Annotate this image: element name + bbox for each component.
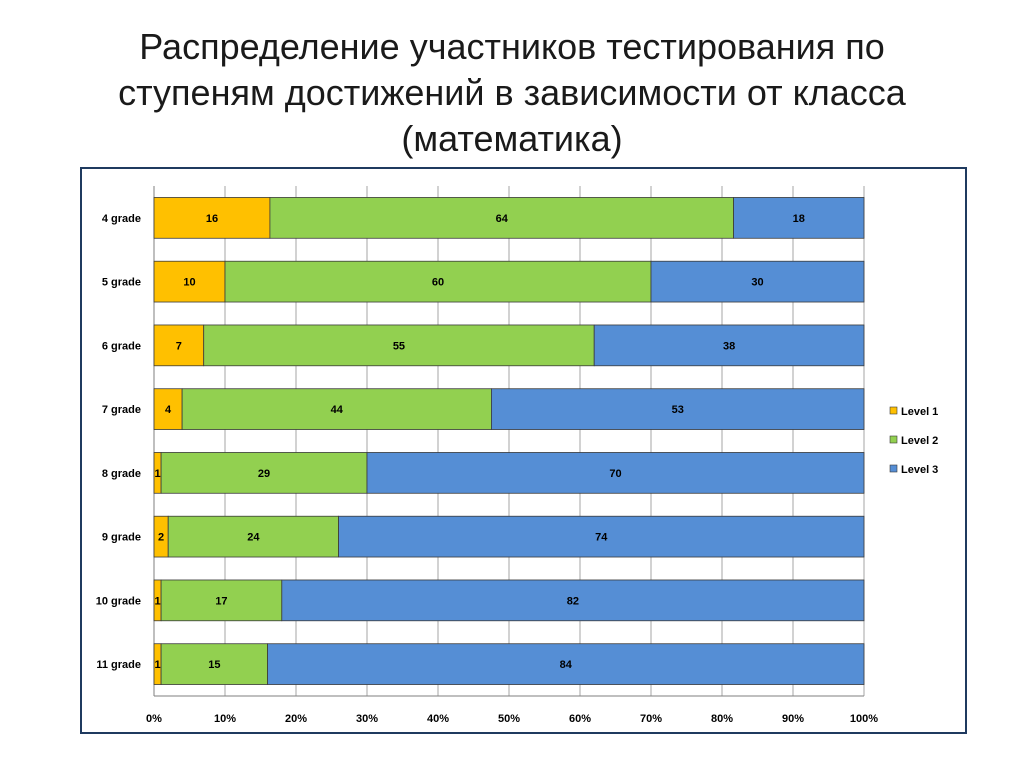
data-label: 53 <box>672 404 684 416</box>
bar-segment <box>593 324 865 367</box>
data-label: 15 <box>208 659 220 671</box>
data-label: 17 <box>215 595 227 607</box>
category-label: 5 grade <box>102 277 141 289</box>
bar-segment <box>267 643 865 685</box>
data-label: 24 <box>247 532 260 544</box>
chart-frame: 0% 10% 20% 30% 40% 50% 60% 70% 80% 90% 100% 16 64 18 4… <box>80 167 967 734</box>
legend-swatch <box>889 406 898 415</box>
x-tick-label: 100% <box>850 713 878 725</box>
bar-segment <box>160 452 368 494</box>
data-label: 18 <box>793 213 805 225</box>
bar-segment <box>181 388 492 430</box>
bar-segment <box>153 197 271 239</box>
data-label: 10 <box>183 277 195 289</box>
category-label: 7 grade <box>102 404 141 416</box>
bar-segment <box>366 452 865 494</box>
data-label: 60 <box>432 277 444 289</box>
data-label: 1 <box>154 595 160 607</box>
x-tick-label: 40% <box>427 713 449 725</box>
category-label: 4 grade <box>102 213 141 225</box>
x-tick-label: 10% <box>214 713 236 725</box>
data-label: 1 <box>154 659 160 671</box>
legend-swatch <box>889 435 898 444</box>
category-label: 9 grade <box>102 532 141 544</box>
legend-swatch <box>889 464 898 473</box>
bar-segment <box>491 388 865 430</box>
bar-segment <box>733 197 865 239</box>
category-label: 8 grade <box>102 468 141 480</box>
data-label: 82 <box>567 595 579 607</box>
slide-title: Распределение участников тестирования по… <box>60 24 964 162</box>
stacked-bar-chart: 0% 10% 20% 30% 40% 50% 60% 70% 80% 90% 100%16 64 184… <box>96 186 938 725</box>
bar-segment <box>153 388 183 430</box>
category-label: 6 grade <box>102 340 141 352</box>
bar-segment <box>153 260 226 303</box>
data-label: 55 <box>393 340 405 352</box>
x-tick-label: 30% <box>356 713 378 725</box>
x-tick-label: 80% <box>711 713 733 725</box>
x-tick-label: 70% <box>640 713 662 725</box>
data-label: 16 <box>206 213 218 225</box>
bar-segment <box>281 579 865 622</box>
data-label: 38 <box>723 340 735 352</box>
bar-segment <box>650 260 865 303</box>
bar-segment <box>160 579 283 622</box>
title-line-1: Распределение участников тестирования по <box>139 26 885 67</box>
title-line-2: ступеням достижений в зависимости от кла… <box>118 72 906 113</box>
data-label: 1 <box>154 468 160 480</box>
x-tick-label: 0% <box>146 713 162 725</box>
data-label: 29 <box>258 468 270 480</box>
bar-segment <box>153 324 205 367</box>
data-label: 4 <box>165 404 172 416</box>
data-label: 44 <box>331 404 344 416</box>
data-label: 7 <box>176 340 182 352</box>
data-label: 84 <box>560 659 573 671</box>
data-label: 30 <box>751 277 763 289</box>
bar-segment <box>338 515 865 558</box>
data-label: 74 <box>595 532 608 544</box>
x-tick-label: 50% <box>498 713 520 725</box>
legend-label: Level 3 <box>901 464 938 476</box>
bar-segment <box>160 643 268 685</box>
title-line-3: (математика) <box>401 118 623 159</box>
bar-segment <box>224 260 652 303</box>
bar-segment <box>167 515 339 558</box>
x-tick-label: 60% <box>569 713 591 725</box>
data-label: 70 <box>609 468 621 480</box>
legend-label: Level 1 <box>901 406 938 418</box>
x-tick-label: 90% <box>782 713 804 725</box>
x-tick-label: 20% <box>285 713 307 725</box>
category-label: 10 grade <box>96 595 141 607</box>
bar-segment <box>203 324 595 367</box>
legend-label: Level 2 <box>901 435 938 447</box>
data-label: 2 <box>158 532 164 544</box>
category-label: 11 grade <box>96 659 141 671</box>
bar-segment <box>269 197 734 239</box>
data-label: 64 <box>496 213 509 225</box>
